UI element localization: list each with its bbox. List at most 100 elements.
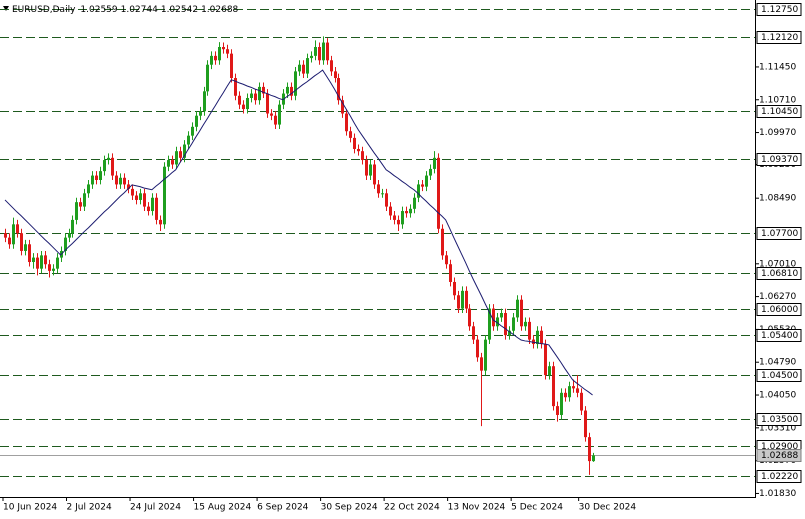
moving-average [4, 69, 593, 396]
candle-body [187, 135, 190, 145]
candle-body [588, 437, 591, 462]
candle-body [56, 257, 59, 269]
header-low: 1.02542 [161, 5, 198, 15]
x-tick-label: 13 Nov 2024 [448, 503, 506, 513]
candle-body [48, 264, 51, 271]
candle-body [250, 93, 253, 98]
candle-body [262, 86, 265, 94]
candle-body [238, 95, 241, 105]
candle-body [318, 46, 321, 61]
candle-body [544, 344, 547, 376]
header-close: 1.02688 [201, 5, 238, 15]
candle-body [274, 115, 277, 125]
y-tick-label: 1.07010 [759, 259, 796, 269]
candle-body [8, 237, 11, 245]
candle-body [24, 244, 27, 251]
level-label-box [756, 369, 802, 382]
level-label: 1.04500 [761, 371, 798, 381]
x-tick-label: 15 Aug 2024 [194, 503, 252, 513]
candle-body [175, 151, 178, 165]
candle-body [64, 237, 67, 251]
level-label: 1.07700 [761, 229, 798, 239]
candle-body [179, 151, 182, 158]
candle-body [99, 171, 102, 181]
candle-body [222, 46, 225, 50]
candle-body [385, 193, 388, 207]
candle-body [203, 91, 206, 112]
candle-body [540, 330, 543, 345]
candle-body [52, 268, 55, 271]
candle-body [488, 308, 491, 340]
x-tick-label: 30 Dec 2024 [579, 503, 637, 513]
candle-body [183, 144, 186, 158]
candle-body [32, 257, 35, 263]
level-label: 1.03500 [761, 415, 798, 425]
level-label: 1.10450 [761, 107, 798, 117]
level-label-box [756, 3, 802, 16]
candle-body [75, 202, 78, 220]
candle-body [147, 206, 150, 212]
level-label: 1.05400 [761, 331, 798, 341]
y-tick-label: 1.09970 [759, 128, 796, 138]
candle-body [278, 104, 281, 125]
candle-body [159, 219, 162, 225]
level-label: 1.02900 [761, 442, 798, 452]
candle-body [310, 55, 313, 59]
candle-body [155, 197, 158, 220]
candle-body [425, 175, 428, 187]
candle-body [496, 317, 499, 327]
candle-body [457, 295, 460, 309]
level-label: 1.06810 [761, 269, 798, 279]
level-label: 1.12750 [761, 5, 798, 15]
y-tick-label: 1.10710 [759, 95, 796, 105]
candle-body [294, 71, 297, 96]
candle-body [143, 193, 146, 207]
candle-body [568, 386, 571, 398]
x-tick-label: 6 Sep 2024 [257, 503, 309, 513]
candle-body [441, 228, 444, 256]
level-label-box [756, 153, 802, 166]
y-tick-label: 1.08490 [759, 194, 796, 204]
candle-body [572, 386, 575, 389]
candle-body [103, 160, 106, 172]
x-tick-label: 2 Jul 2024 [67, 503, 112, 513]
candle-body [337, 78, 340, 101]
level-label: 1.12120 [761, 33, 798, 43]
candle-body [191, 126, 194, 136]
level-label: 1.09370 [761, 155, 798, 165]
candle-body [381, 193, 384, 195]
candle-body [504, 313, 507, 336]
candle-body [592, 455, 595, 462]
candle-body [584, 410, 587, 438]
candle-body [334, 71, 337, 79]
candle-body [36, 257, 39, 269]
level-label-box [756, 227, 802, 240]
candle-body [226, 49, 229, 54]
x-tick-label: 24 Jul 2024 [130, 503, 181, 513]
candle-body [306, 58, 309, 74]
candle-body [421, 184, 424, 187]
candle-body [341, 100, 344, 114]
header-open: 1.02559 [80, 5, 117, 15]
candle-body [16, 224, 19, 234]
candle-body [135, 195, 138, 200]
level-label-box [756, 105, 802, 118]
candle-body [171, 160, 174, 165]
candle-body [453, 281, 456, 296]
level-label: 1.02220 [761, 472, 798, 482]
candle-body [536, 330, 539, 345]
level-label: 1.06000 [761, 305, 798, 315]
candle-body [393, 215, 396, 220]
candle-body [131, 188, 134, 196]
candle-body [95, 175, 98, 181]
candle-body [345, 113, 348, 132]
candle-body [377, 184, 380, 194]
x-tick-label: 10 Jun 2024 [3, 503, 57, 513]
candle-body [40, 255, 43, 269]
current-price-label: 1.02688 [761, 451, 798, 461]
candle-body [548, 366, 551, 376]
y-tick-label: 1.11450 [759, 62, 796, 72]
y-tick-label: 1.03310 [759, 423, 796, 433]
